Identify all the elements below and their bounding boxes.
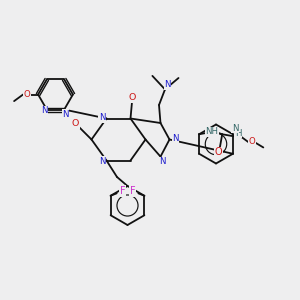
Text: F: F	[120, 186, 125, 196]
Text: N: N	[164, 80, 171, 89]
Text: N: N	[159, 158, 165, 166]
Text: O: O	[215, 147, 222, 157]
Text: N: N	[99, 157, 105, 166]
Text: N: N	[99, 113, 105, 122]
Text: O: O	[72, 119, 79, 128]
Text: NH: NH	[205, 127, 218, 136]
Text: H: H	[235, 128, 242, 137]
Text: N: N	[232, 124, 238, 133]
Text: N: N	[172, 134, 179, 143]
Text: F: F	[130, 186, 135, 196]
Text: O: O	[23, 90, 30, 99]
Text: N: N	[62, 110, 69, 119]
Text: O: O	[128, 93, 136, 102]
Text: O: O	[249, 137, 256, 146]
Text: N: N	[41, 106, 48, 115]
